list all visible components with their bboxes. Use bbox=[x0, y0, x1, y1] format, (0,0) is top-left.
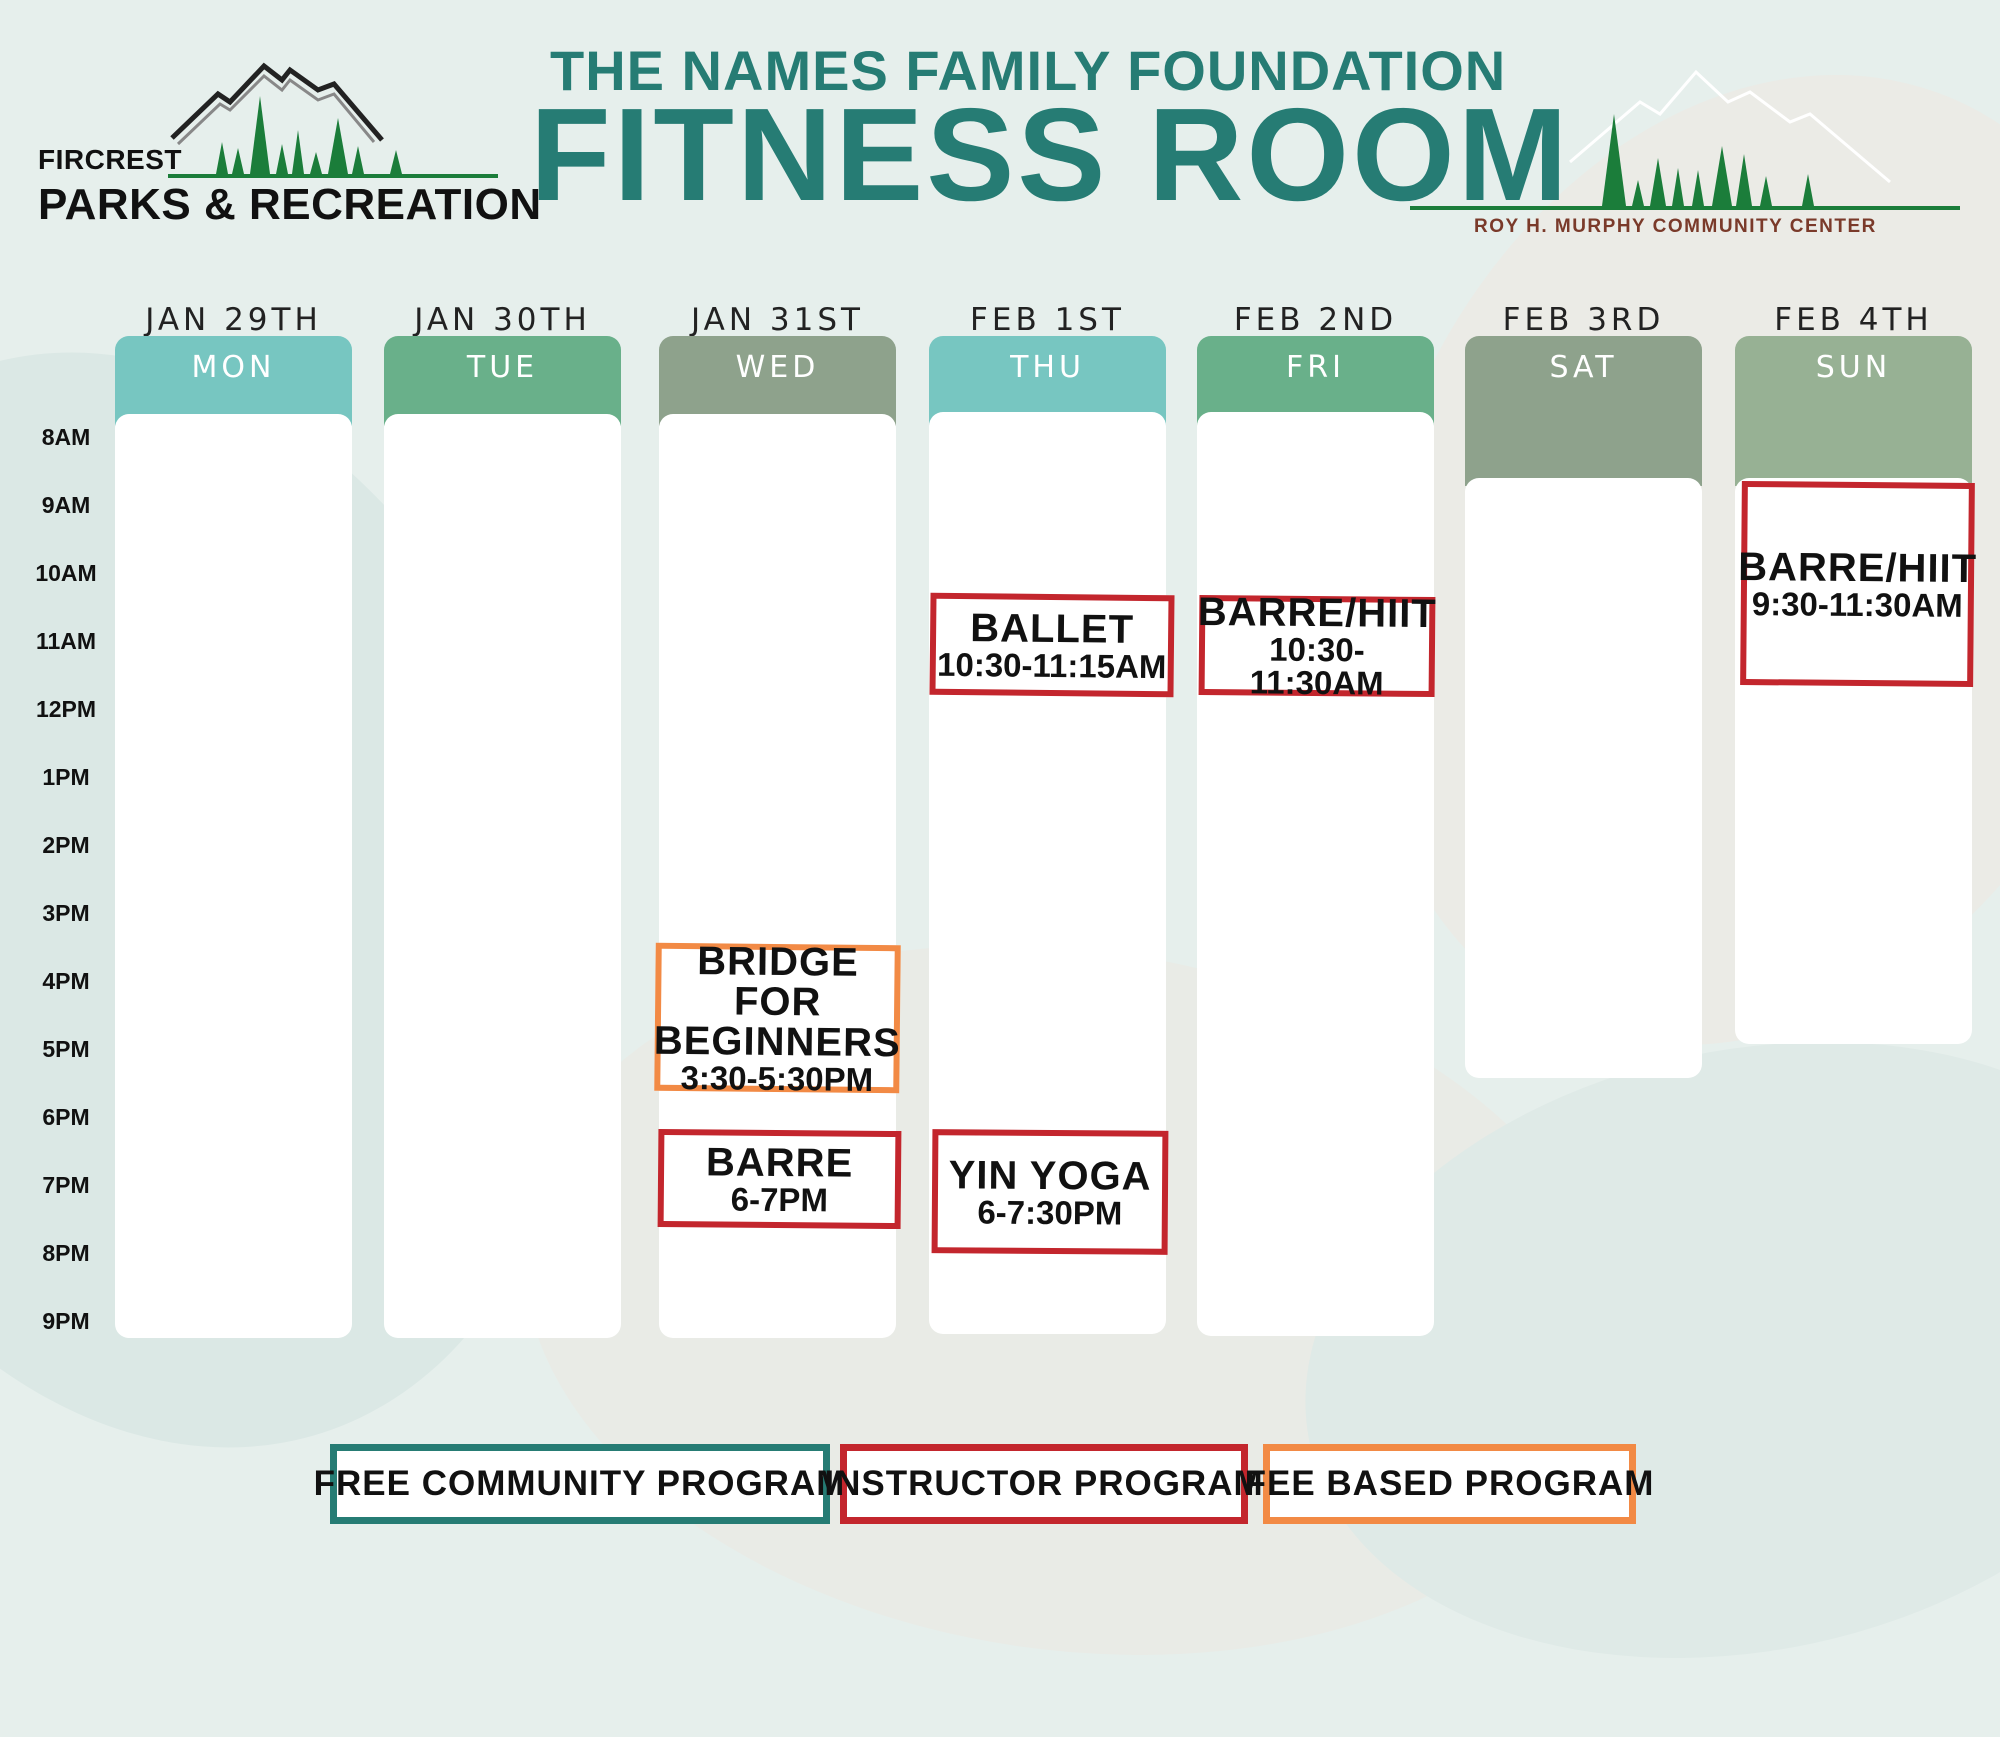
time-label: 11AM bbox=[35, 628, 97, 654]
day-header-wed: WED bbox=[659, 336, 896, 426]
event-bridge-for-beginners[interactable]: BRIDGE FOR BEGINNERS 3:30-5:30PM bbox=[653, 938, 901, 1098]
day-header-fri: FRI bbox=[1197, 336, 1434, 426]
day-schedule-sat bbox=[1465, 478, 1702, 1078]
logo-small-text: FIRCREST bbox=[38, 144, 182, 175]
date-label: FEB 3RD bbox=[1502, 302, 1665, 338]
day-header-tue: TUE bbox=[384, 336, 621, 426]
time-label: 8AM bbox=[41, 424, 91, 450]
legend-instructor-program: INSTRUCTOR PROGRAM bbox=[824, 1444, 1263, 1524]
date-label: JAN 29TH bbox=[145, 302, 322, 338]
day-schedule-tue bbox=[384, 414, 621, 1338]
day-column-sat: FEB 3RD SAT bbox=[1465, 302, 1702, 1078]
event-time: 10:30-11:30AM bbox=[1249, 630, 1384, 702]
event-name: BALLET bbox=[970, 605, 1135, 652]
mountain-trees-icon bbox=[1410, 69, 1960, 210]
event-name: YIN YOGA bbox=[948, 1152, 1152, 1199]
date-label: FEB 1ST bbox=[970, 302, 1125, 338]
event-time: 6-7PM bbox=[730, 1180, 829, 1218]
time-label: 5PM bbox=[42, 1036, 90, 1062]
event-time: 9:30-11:30AM bbox=[1751, 584, 1963, 624]
day-column-fri: FEB 2ND FRI bbox=[1197, 302, 1434, 1336]
day-column-mon: JAN 29TH MON bbox=[115, 302, 352, 1338]
date-label: JAN 31ST bbox=[691, 302, 864, 338]
community-center-name: ROY H. MURPHY COMMUNITY CENTER bbox=[1474, 216, 1877, 237]
legend-fee-based-program: FEE BASED PROGRAM bbox=[1245, 1444, 1653, 1524]
event-name: BRIDGE FOR bbox=[697, 938, 860, 1024]
date-label: JAN 30TH bbox=[414, 302, 591, 338]
time-label: 10AM bbox=[35, 560, 97, 586]
time-label: 3PM bbox=[42, 900, 90, 926]
time-label: 4PM bbox=[42, 968, 90, 994]
day-header-sun: SUN bbox=[1735, 336, 1972, 486]
event-name: BARRE bbox=[705, 1139, 854, 1186]
mountain-trees-icon bbox=[168, 62, 498, 178]
time-label: 2PM bbox=[42, 832, 90, 858]
event-name: BARRE/HIIT bbox=[1738, 544, 1978, 591]
event-name: BARRE/HIIT bbox=[1197, 589, 1437, 637]
time-label: 7PM bbox=[42, 1172, 90, 1198]
time-label: 9PM bbox=[42, 1308, 90, 1334]
time-label: 9AM bbox=[41, 492, 91, 518]
time-label: 6PM bbox=[42, 1104, 90, 1130]
page-subtitle: THE NAMES FAMILY FOUNDATION bbox=[550, 39, 1507, 102]
day-header-mon: MON bbox=[115, 336, 352, 426]
time-label: 12PM bbox=[35, 696, 97, 722]
event-ballet[interactable]: BALLET 10:30-11:15AM bbox=[929, 592, 1175, 698]
date-label: FEB 4TH bbox=[1774, 302, 1933, 338]
date-label: FEB 2ND bbox=[1233, 302, 1398, 338]
day-column-tue: JAN 30TH TUE bbox=[384, 302, 621, 1338]
event-time: 6-7:30PM bbox=[977, 1192, 1123, 1232]
event-time: 10:30-11:15AM bbox=[936, 645, 1167, 685]
community-center-logo: ROY H. MURPHY COMMUNITY CENTER bbox=[1410, 62, 1960, 252]
time-label: 1PM bbox=[42, 764, 90, 790]
legend-free-community-program: FREE COMMUNITY PROGRAM bbox=[314, 1444, 845, 1524]
day-header-thu: THU bbox=[929, 336, 1166, 426]
time-label: 8PM bbox=[42, 1240, 90, 1266]
event-time: 3:30-5:30PM bbox=[680, 1058, 874, 1098]
page-title: FITNESS ROOM bbox=[530, 81, 1571, 228]
logo-big-text: PARKS & RECREATION bbox=[38, 180, 542, 229]
event-name: BEGINNERS bbox=[653, 1018, 901, 1065]
event-barre[interactable]: BARRE 6-7PM bbox=[657, 1128, 902, 1230]
event-yin-yoga[interactable]: YIN YOGA 6-7:30PM bbox=[931, 1129, 1169, 1255]
day-header-sat: SAT bbox=[1465, 336, 1702, 486]
event-barre-hiit[interactable]: BARRE/HIIT 10:30-11:30AM bbox=[1197, 589, 1437, 702]
day-schedule-fri bbox=[1197, 412, 1434, 1336]
fircrest-logo: FIRCREST PARKS & RECREATION bbox=[38, 50, 541, 240]
event-barre-hiit[interactable]: BARRE/HIIT 9:30-11:30AM bbox=[1738, 480, 1978, 688]
day-schedule-mon bbox=[115, 414, 352, 1338]
